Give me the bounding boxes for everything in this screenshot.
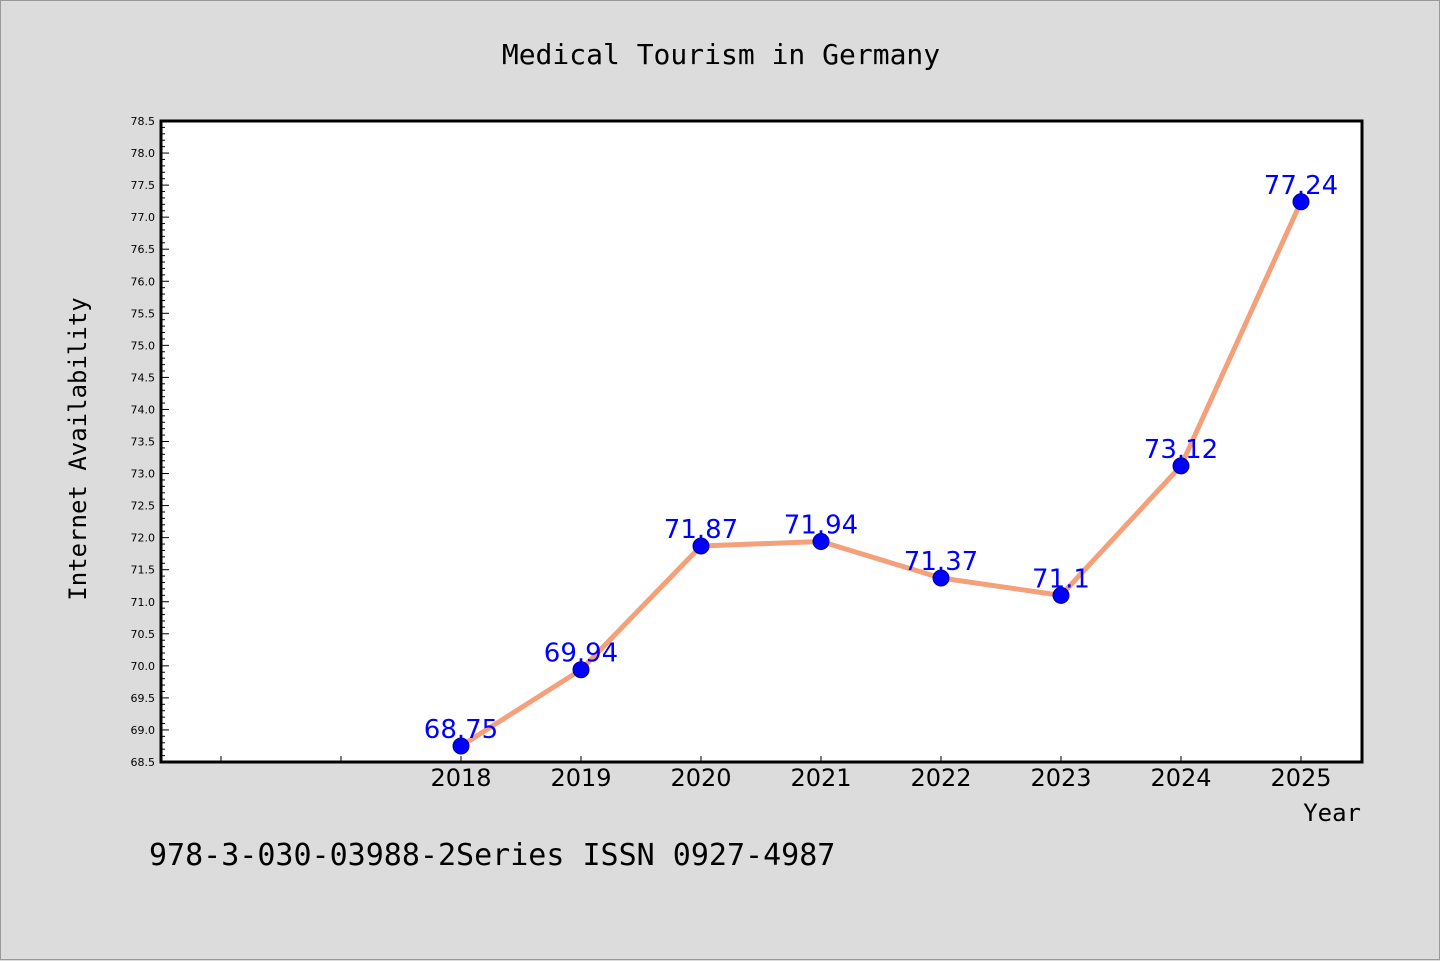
data-point — [452, 737, 470, 755]
y-tick-label: 77.0 — [131, 211, 156, 224]
y-axis-label: Internet Availability — [64, 297, 92, 600]
data-point — [932, 569, 950, 587]
y-tick-label: 72.0 — [131, 532, 156, 545]
data-label: 73.12 — [1144, 435, 1218, 465]
data-point — [812, 532, 830, 550]
y-tick-label: 76.0 — [131, 275, 156, 288]
y-tick-label: 71.5 — [131, 564, 156, 577]
footnote: 978-3-030-03988-2Series ISSN 0927-4987 — [149, 838, 835, 873]
y-tick-label: 68.5 — [131, 756, 156, 769]
x-tick-label: 2025 — [1270, 764, 1331, 792]
y-tick-label: 75.0 — [131, 339, 156, 352]
y-tick-label: 69.5 — [131, 692, 156, 705]
data-point — [1292, 193, 1310, 211]
y-tick-label: 76.5 — [131, 243, 156, 256]
x-tick-label: 2023 — [1030, 764, 1091, 792]
series-line — [458, 199, 1304, 749]
y-tick-label: 73.0 — [131, 468, 156, 481]
x-axis: 2018 2019 2020 2021 2022 2023 2024 2025 — [220, 756, 1332, 792]
data-point — [692, 537, 710, 555]
data-label: 77.24 — [1264, 171, 1338, 201]
data-point — [1172, 457, 1190, 475]
chart-title: Medical Tourism in Germany — [502, 38, 940, 71]
data-label: 71.1 — [1032, 564, 1090, 594]
data-point — [1052, 586, 1070, 604]
y-axis: 68.5 69.0 69.5 70.0 70.5 71.0 71.5 72.0 72.5 73.0… — [131, 115, 169, 769]
x-tick-label: 2024 — [1150, 764, 1211, 792]
x-tick-label: 2020 — [670, 764, 731, 792]
data-label: 71.87 — [664, 515, 738, 545]
data-label: 71.37 — [904, 547, 978, 577]
y-tick-label: 71.0 — [131, 596, 156, 609]
y-tick-label: 70.5 — [131, 628, 156, 641]
y-tick-label: 74.5 — [131, 371, 156, 384]
y-tick-label: 74.0 — [131, 403, 156, 416]
y-tick-label: 72.5 — [131, 500, 156, 513]
y-tick-label: 77.5 — [131, 179, 156, 192]
x-axis-label: Year — [1303, 799, 1361, 827]
data-point — [572, 661, 590, 679]
x-tick-label: 2018 — [430, 764, 491, 792]
y-tick-label: 70.0 — [131, 660, 156, 673]
y-tick-label: 73.5 — [131, 436, 156, 449]
data-label: 68.75 — [424, 715, 498, 745]
data-label: 69.94 — [544, 639, 618, 669]
data-label: 71.94 — [784, 510, 858, 540]
y-tick-label: 78.0 — [131, 147, 156, 160]
y-tick-label: 75.5 — [131, 307, 156, 320]
y-tick-label: 69.0 — [131, 724, 156, 737]
y-tick-label: 78.5 — [131, 115, 156, 128]
plot-area — [159, 119, 1364, 764]
x-tick-label: 2022 — [910, 764, 971, 792]
series-group: 68.75 69.94 71.87 71.94 71.37 71.1 73.12 77.24 — [424, 171, 1338, 755]
x-tick-label: 2021 — [790, 764, 851, 792]
x-tick-label: 2019 — [550, 764, 611, 792]
